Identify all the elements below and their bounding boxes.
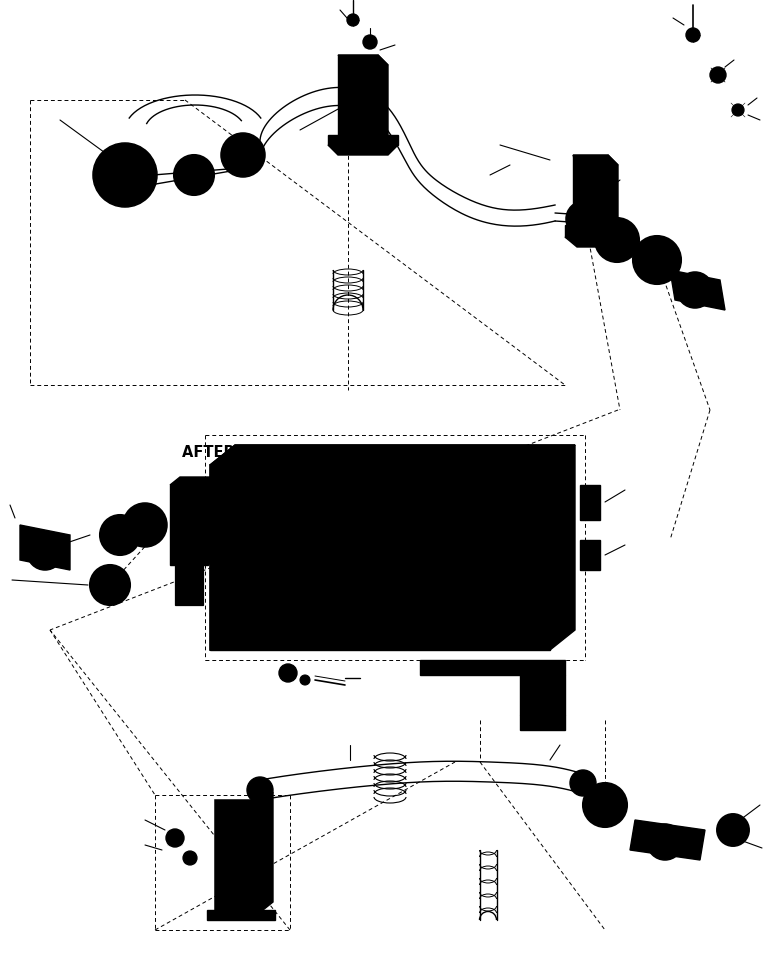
Polygon shape — [608, 155, 618, 235]
Circle shape — [677, 272, 713, 308]
Circle shape — [236, 855, 242, 861]
Circle shape — [300, 675, 310, 685]
Polygon shape — [520, 715, 565, 730]
Circle shape — [633, 236, 681, 284]
Circle shape — [232, 821, 246, 835]
Polygon shape — [565, 225, 628, 237]
Circle shape — [100, 515, 140, 555]
Circle shape — [724, 821, 742, 839]
Polygon shape — [175, 585, 203, 605]
Circle shape — [183, 569, 195, 581]
Circle shape — [525, 692, 535, 702]
Circle shape — [170, 833, 180, 843]
Circle shape — [642, 245, 672, 275]
Circle shape — [98, 573, 122, 597]
Polygon shape — [580, 485, 600, 520]
Circle shape — [108, 523, 132, 547]
Polygon shape — [338, 55, 378, 135]
Polygon shape — [550, 445, 575, 650]
Circle shape — [347, 14, 359, 26]
Polygon shape — [175, 565, 203, 585]
Polygon shape — [338, 55, 388, 65]
Polygon shape — [210, 445, 575, 465]
Circle shape — [570, 770, 596, 796]
Circle shape — [585, 497, 595, 507]
Circle shape — [585, 172, 595, 182]
Circle shape — [221, 133, 265, 177]
Circle shape — [131, 511, 159, 539]
Circle shape — [229, 141, 257, 169]
Circle shape — [485, 605, 495, 615]
Circle shape — [232, 851, 246, 865]
Polygon shape — [210, 465, 550, 650]
Circle shape — [353, 105, 363, 115]
Circle shape — [279, 664, 297, 682]
Circle shape — [93, 143, 157, 207]
Polygon shape — [580, 540, 600, 570]
Polygon shape — [565, 237, 628, 247]
Circle shape — [591, 791, 619, 819]
Circle shape — [174, 155, 214, 195]
Circle shape — [236, 885, 242, 891]
Circle shape — [573, 208, 595, 230]
Circle shape — [566, 201, 602, 237]
Circle shape — [353, 75, 363, 85]
Circle shape — [103, 153, 147, 197]
Circle shape — [576, 776, 590, 790]
Circle shape — [485, 628, 495, 638]
Polygon shape — [378, 55, 388, 145]
Polygon shape — [210, 445, 575, 465]
Circle shape — [247, 777, 273, 803]
Circle shape — [603, 226, 631, 254]
Circle shape — [654, 831, 676, 853]
Circle shape — [585, 550, 595, 560]
Circle shape — [183, 851, 197, 865]
Circle shape — [166, 829, 184, 847]
Circle shape — [183, 589, 195, 601]
Text: AFTER COOLER: AFTER COOLER — [182, 445, 306, 460]
Circle shape — [595, 218, 639, 262]
Circle shape — [97, 147, 153, 203]
Circle shape — [182, 163, 206, 187]
Circle shape — [232, 881, 246, 895]
Polygon shape — [630, 820, 705, 860]
Polygon shape — [20, 525, 70, 570]
Circle shape — [123, 503, 167, 547]
Circle shape — [367, 39, 373, 45]
Circle shape — [684, 279, 706, 301]
Circle shape — [469, 661, 481, 673]
Polygon shape — [670, 270, 725, 310]
Polygon shape — [210, 465, 550, 650]
Circle shape — [735, 107, 741, 113]
Polygon shape — [208, 477, 218, 565]
Circle shape — [253, 783, 267, 797]
Circle shape — [714, 71, 722, 79]
Circle shape — [363, 35, 377, 49]
Polygon shape — [328, 135, 398, 145]
Circle shape — [27, 534, 63, 570]
Polygon shape — [207, 910, 275, 920]
Polygon shape — [263, 792, 273, 910]
Circle shape — [481, 601, 499, 619]
Circle shape — [236, 825, 242, 831]
Polygon shape — [420, 660, 565, 675]
Polygon shape — [520, 675, 565, 715]
Circle shape — [717, 814, 749, 846]
Polygon shape — [170, 477, 218, 485]
Polygon shape — [573, 155, 608, 225]
Circle shape — [585, 200, 595, 210]
Polygon shape — [328, 145, 398, 155]
Circle shape — [481, 624, 499, 642]
Circle shape — [710, 67, 726, 83]
Circle shape — [647, 824, 683, 860]
Circle shape — [686, 28, 700, 42]
Circle shape — [90, 565, 130, 605]
Polygon shape — [215, 800, 263, 910]
Circle shape — [583, 783, 627, 827]
Polygon shape — [573, 155, 618, 165]
Circle shape — [732, 104, 744, 116]
Polygon shape — [170, 485, 208, 565]
Circle shape — [34, 541, 56, 563]
